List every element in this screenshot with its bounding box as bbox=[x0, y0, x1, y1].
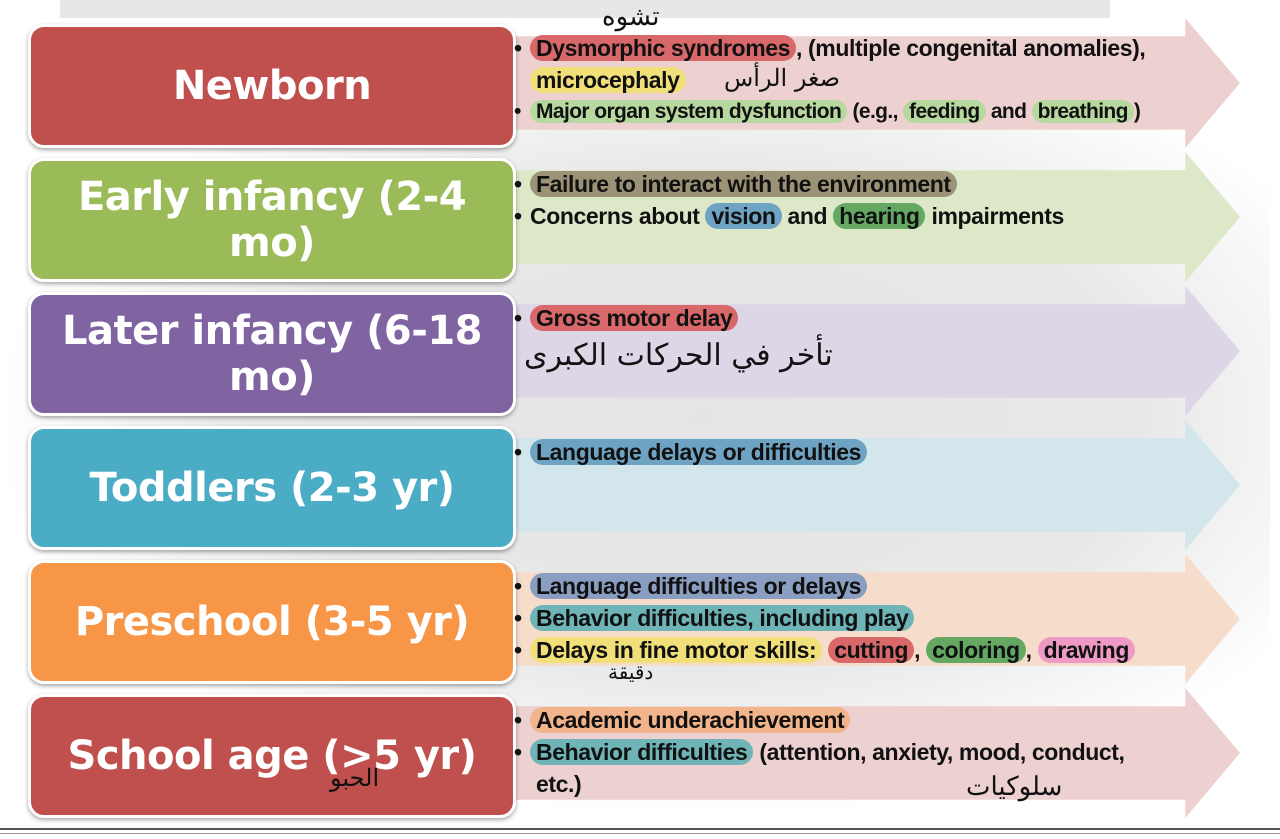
bullet-text: (e.g., bbox=[847, 100, 904, 123]
bullet-item: • Language delays or difficulties bbox=[514, 436, 1214, 468]
highlight-green: feeding bbox=[903, 100, 986, 123]
stage-label: Early infancy (2-4 mo) bbox=[77, 174, 467, 266]
bullet-item: • Major organ system dysfunction (e.g., f… bbox=[514, 96, 1214, 128]
bottom-divider bbox=[0, 833, 1280, 834]
stage-row-early-infancy: Early infancy (2-4 mo) • Failure to inter… bbox=[0, 152, 1280, 282]
bullet-text: Concerns about bbox=[530, 203, 706, 229]
handwritten-note: تأخر في الحركات الكبرى bbox=[524, 338, 833, 373]
stage-label: Toddlers (2-3 yr) bbox=[89, 465, 455, 511]
highlight-green: coloring bbox=[926, 637, 1026, 663]
bullet-text: , (multiple congenital anomalies), bbox=[796, 35, 1146, 61]
stage-bullets: • Gross motor delay bbox=[514, 302, 1214, 334]
handwritten-note: تشوه bbox=[602, 2, 660, 32]
highlight-yellow: Delays in fine motor skills: bbox=[530, 637, 823, 663]
stage-bullets: • Dysmorphic syndromes, (multiple congeni… bbox=[514, 32, 1214, 128]
stage-bullets: • Failure to interact with the environmen… bbox=[514, 168, 1214, 232]
bullet-continuation: etc.) bbox=[514, 768, 1214, 800]
bullet-item: • Behavior difficulties (attention, anxie… bbox=[514, 736, 1214, 768]
highlight-orange: Academic underachievement bbox=[530, 707, 851, 733]
stage-bullets: • Language delays or difficulties bbox=[514, 436, 1214, 468]
bottom-divider bbox=[0, 828, 1280, 830]
highlight-yellow: microcephaly bbox=[530, 67, 686, 93]
highlight-blue: Language delays or difficulties bbox=[530, 439, 868, 465]
bullet-dot: • bbox=[514, 100, 521, 123]
highlight-teal: Behavior difficulties, including play bbox=[530, 605, 915, 631]
handwritten-note: الحبو bbox=[330, 764, 380, 792]
bullet-dot: • bbox=[514, 305, 522, 331]
stage-label-box: Early infancy (2-4 mo) bbox=[28, 158, 516, 282]
bullet-text: etc.) bbox=[536, 771, 582, 797]
highlight-red: Dysmorphic syndromes bbox=[530, 35, 797, 61]
bullet-item: • Gross motor delay bbox=[514, 302, 1214, 334]
stage-label-box: Later infancy (6-18 mo) bbox=[28, 292, 516, 416]
background-band bbox=[60, 0, 1110, 18]
handwritten-note: دقيقة bbox=[608, 660, 654, 684]
stage-label-box: Preschool (3-5 yr) bbox=[28, 560, 516, 684]
stage-label: Newborn bbox=[172, 63, 372, 109]
highlight-green: breathing bbox=[1031, 100, 1134, 123]
stage-label: Preschool (3-5 yr) bbox=[74, 599, 470, 645]
stage-bullets: • Language difficulties or delays • Behavi… bbox=[514, 570, 1214, 666]
stage-row-later-infancy: Later infancy (6-18 mo) • Gross motor del… bbox=[0, 286, 1280, 416]
handwritten-note: سلوكيات bbox=[966, 772, 1063, 802]
bullet-dot: • bbox=[514, 637, 522, 663]
highlight-green: Major organ system dysfunction bbox=[530, 100, 848, 123]
bullet-text: (attention, anxiety, mood, conduct, bbox=[753, 739, 1125, 765]
stage-bullets: • Academic underachievement • Behavior dif… bbox=[514, 704, 1214, 800]
stage-label-box: School age (>5 yr) bbox=[28, 694, 516, 818]
bullet-item: • Delays in fine motor skills: cutting, c… bbox=[514, 634, 1214, 666]
highlight-red: Gross motor delay bbox=[530, 305, 739, 331]
bullet-dot: • bbox=[514, 203, 522, 229]
bullet-item: • Language difficulties or delays bbox=[514, 570, 1214, 602]
bullet-dot: • bbox=[514, 739, 522, 765]
bullet-continuation: microcephaly bbox=[514, 64, 1214, 96]
stage-label: Later infancy (6-18 mo) bbox=[61, 308, 483, 400]
stage-row-school-age: School age (>5 yr) • Academic underachiev… bbox=[0, 688, 1280, 818]
stage-label-box: Toddlers (2-3 yr) bbox=[28, 426, 516, 550]
bullet-dot: • bbox=[514, 707, 522, 733]
bullet-text: impairments bbox=[925, 203, 1064, 229]
bullet-item: • Dysmorphic syndromes, (multiple congeni… bbox=[514, 32, 1214, 64]
bullet-text: and bbox=[781, 203, 834, 229]
highlight-teal: Behavior difficulties bbox=[530, 739, 754, 765]
bullet-dot: • bbox=[514, 439, 522, 465]
bullet-item: • Behavior difficulties, including play bbox=[514, 602, 1214, 634]
bullet-dot: • bbox=[514, 605, 522, 631]
stage-label-box: Newborn bbox=[28, 24, 516, 148]
bullet-text: and bbox=[985, 100, 1032, 123]
stage-row-toddlers: Toddlers (2-3 yr) • Language delays or di… bbox=[0, 420, 1280, 550]
bullet-item: • Failure to interact with the environmen… bbox=[514, 168, 1214, 200]
bullet-item: • Concerns about vision and hearing impai… bbox=[514, 200, 1214, 232]
bullet-dot: • bbox=[514, 35, 522, 61]
highlight-green: hearing bbox=[833, 203, 926, 229]
highlight-blue: Language difficulties or delays bbox=[530, 573, 868, 599]
bullet-dot: • bbox=[514, 171, 522, 197]
highlight-pink: drawing bbox=[1037, 637, 1135, 663]
highlight-brown: Failure to interact with the environment bbox=[530, 171, 957, 197]
stage-label: School age (>5 yr) bbox=[67, 733, 477, 779]
stage-row-preschool: Preschool (3-5 yr) • Language difficultie… bbox=[0, 554, 1280, 684]
handwritten-note: صغر الرأس bbox=[724, 64, 841, 92]
bullet-item: • Academic underachievement bbox=[514, 704, 1214, 736]
stage-row-newborn: Newborn • Dysmorphic syndromes, (multiple… bbox=[0, 2, 1280, 148]
bullet-dot: • bbox=[514, 573, 522, 599]
bullet-text: ) bbox=[1133, 100, 1141, 123]
bullet-text: , bbox=[914, 637, 927, 663]
highlight-red: cutting bbox=[828, 637, 915, 663]
highlight-blue: vision bbox=[705, 203, 782, 229]
bullet-text: , bbox=[1025, 637, 1038, 663]
